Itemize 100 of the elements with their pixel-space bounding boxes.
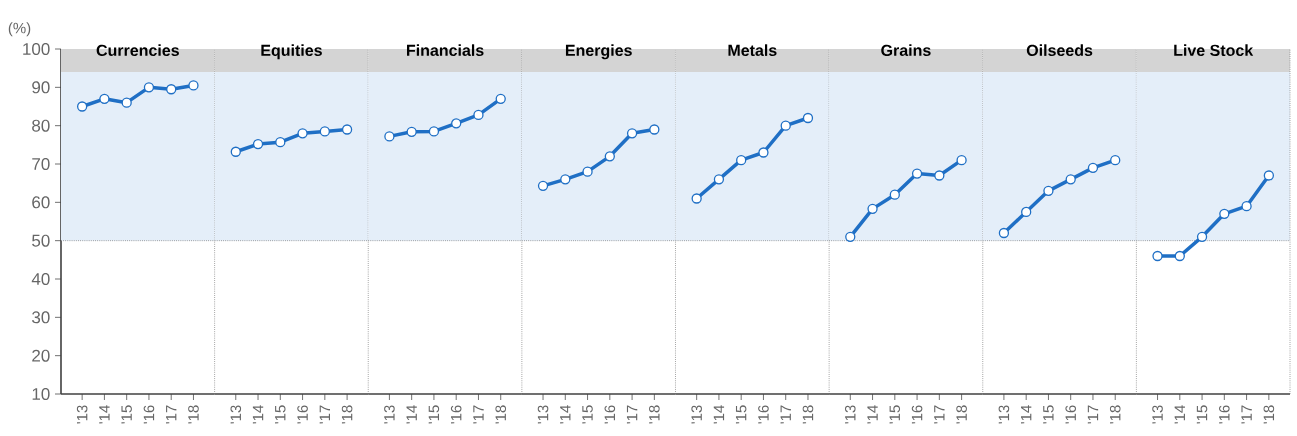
point: [319, 126, 330, 137]
x-tick-label: '16: [911, 405, 923, 424]
chart-title: Energies: [565, 44, 632, 60]
x-tick-label: '17: [780, 405, 791, 424]
x-tick-label: '18: [341, 405, 353, 424]
point: [582, 166, 593, 177]
point: [560, 174, 571, 185]
x-tick-label: '17: [934, 405, 945, 424]
x-tick-label: '13: [76, 405, 88, 424]
x-tick-label: '14: [1174, 405, 1185, 424]
point: [780, 120, 791, 131]
point: [297, 128, 308, 139]
x-tick-label: '16: [297, 405, 308, 424]
point: [911, 168, 923, 179]
point: [121, 97, 132, 108]
y-tick-label: 10: [32, 387, 50, 401]
x-tick-label: '15: [889, 405, 901, 424]
y-tick-label: 30: [32, 311, 50, 324]
point: [166, 84, 177, 95]
point: [341, 124, 353, 135]
y-tick-label: 60: [32, 196, 50, 209]
x-tick-label: '18: [649, 405, 660, 424]
x-tick-label: '15: [275, 405, 286, 424]
y-axis-title: (%): [8, 22, 31, 37]
x-tick-label: '18: [1263, 405, 1275, 424]
chart-title: Financials: [407, 44, 484, 57]
x-tick-label: '18: [495, 405, 507, 424]
point: [649, 124, 660, 135]
point: [77, 101, 88, 112]
point: [956, 155, 967, 166]
point: [867, 203, 878, 214]
chart-title: Equities: [261, 44, 322, 60]
point: [626, 128, 638, 139]
point: [998, 227, 1010, 239]
point: [143, 82, 155, 93]
point: [1021, 206, 1032, 218]
x-tick-label: '13: [537, 405, 549, 424]
point: [934, 170, 945, 181]
x-tick-label: '15: [1043, 405, 1054, 424]
x-tick-label: '15: [428, 405, 440, 424]
y-tick-label: 40: [31, 272, 50, 286]
x-tick-label: '13: [844, 405, 856, 424]
point: [384, 131, 395, 142]
x-tick-label: '17: [473, 405, 484, 424]
x-tick-label: '17: [1087, 405, 1099, 424]
x-tick-label: '13: [691, 405, 702, 424]
point: [1241, 201, 1252, 212]
point: [495, 93, 506, 104]
x-tick-label: '16: [450, 405, 462, 424]
x-tick-label: '14: [867, 405, 878, 424]
x-tick-label: '14: [99, 405, 110, 424]
point: [1087, 162, 1099, 173]
point: [889, 189, 900, 200]
point: [845, 231, 856, 242]
x-tick-label: '17: [319, 405, 330, 424]
point: [1219, 208, 1230, 219]
x-tick-label: '16: [758, 405, 769, 424]
point: [1196, 231, 1208, 242]
x-tick-label: '17: [166, 405, 177, 424]
x-tick-label: '14: [1021, 405, 1032, 424]
x-tick-label: '13: [998, 405, 1010, 424]
point: [537, 180, 549, 192]
chart-title: Live Stock: [1174, 44, 1254, 57]
chart-title: Currencies: [96, 44, 179, 57]
y-tick-label: 80: [32, 119, 50, 132]
point: [1152, 250, 1163, 262]
x-tick-label: '13: [1152, 405, 1163, 424]
point: [691, 193, 702, 204]
point: [428, 126, 440, 137]
y-tick-label: 70: [32, 157, 50, 171]
point: [604, 151, 615, 162]
x-tick-label: '14: [406, 405, 417, 424]
point: [1110, 155, 1121, 166]
point: [1263, 170, 1275, 181]
x-tick-label: '14: [252, 405, 264, 424]
x-tick-label: '18: [1109, 405, 1121, 424]
point: [188, 80, 199, 91]
point: [252, 138, 264, 150]
x-tick-label: '16: [1065, 405, 1077, 424]
y-tick-label: 100: [23, 42, 50, 56]
y-tick-label: 90: [32, 81, 50, 94]
point: [736, 155, 747, 166]
point: [230, 146, 241, 157]
x-tick-label: '14: [560, 405, 571, 424]
x-tick-label: '16: [1219, 405, 1230, 424]
chart-title: Oilseeds: [1026, 44, 1093, 57]
x-tick-label: '15: [1196, 405, 1208, 424]
x-tick-label: '14: [713, 405, 725, 424]
x-tick-label: '18: [802, 405, 814, 424]
x-tick-label: '17: [1241, 405, 1252, 424]
y-tick-label: 50: [32, 234, 50, 247]
x-tick-label: '15: [121, 405, 132, 424]
point: [99, 93, 110, 104]
point: [758, 147, 769, 158]
point: [802, 112, 814, 124]
x-tick-label: '16: [604, 405, 616, 424]
point: [1043, 185, 1054, 196]
x-tick-label: '15: [582, 405, 593, 424]
x-tick-label: '13: [384, 405, 395, 424]
point: [473, 109, 484, 121]
